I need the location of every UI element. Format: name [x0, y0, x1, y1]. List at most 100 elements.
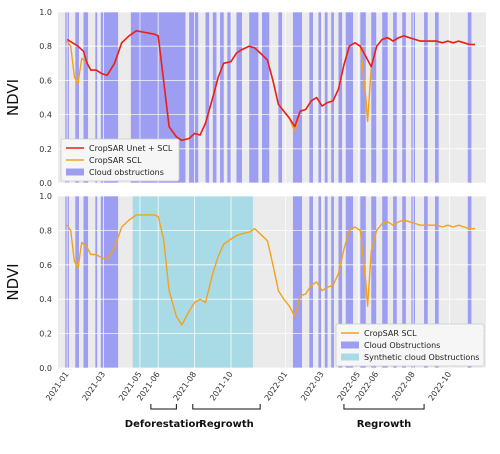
legend-patch-swatch: [66, 168, 84, 176]
cloud-band: [261, 12, 270, 183]
legend-label: Cloud obstructions: [89, 168, 164, 177]
cloud-band: [318, 12, 322, 183]
cloud-band: [345, 196, 354, 368]
series-line: [66, 30, 476, 142]
annotation-label: Regrowth: [199, 419, 254, 430]
bottom-y-tick-labels: 0.0 0.2 0.4 0.6 0.8 1.0: [39, 192, 52, 373]
cloud-band: [83, 12, 89, 183]
x-tick-label: 2021-08: [172, 370, 199, 403]
cloud-band: [393, 12, 397, 183]
cloud-band: [371, 12, 377, 183]
x-tick-label: 2022-03: [299, 370, 326, 403]
cloud-band: [309, 12, 313, 183]
annotation-bracket: [150, 404, 177, 410]
legend-label: CropSAR Unet + SCL: [89, 144, 173, 153]
cloud-band: [278, 12, 283, 183]
top-series-lines: [66, 30, 476, 142]
x-tick-label: 2022-08: [390, 370, 417, 403]
annotation-label: Deforestation: [125, 419, 203, 430]
cloud-band: [324, 196, 328, 368]
legend-patch-swatch: [341, 341, 359, 349]
series-line: [66, 214, 476, 326]
cloud-band: [371, 196, 377, 368]
x-tick-label: 2021-10: [208, 370, 235, 403]
cloud-band: [95, 12, 98, 183]
legend-label: Cloud Obstructions: [364, 341, 440, 350]
cloud-band: [402, 196, 406, 368]
cloud-band: [189, 12, 199, 183]
y-tick-label: 0.0: [39, 364, 52, 373]
cloud-band: [292, 12, 303, 183]
legend-label: CropSAR SCL: [364, 329, 417, 338]
bottom-chart-panel: 0.00.20.40.60.81.0 2021-01 2021-03 2021-05…: [4, 192, 486, 403]
synthetic-cloud-band: [132, 196, 253, 368]
annotation-bracket: [343, 404, 425, 410]
cloud-band: [345, 12, 354, 183]
cloud-band: [382, 12, 388, 183]
cloud-band: [212, 12, 217, 183]
cloud-band: [75, 196, 79, 368]
top-gridlines: [58, 11, 486, 184]
y-tick-label: 0.4: [39, 295, 52, 304]
y-tick-label: 0.6: [39, 76, 52, 85]
cloud-band: [95, 196, 98, 368]
y-tick-label: 1.0: [39, 8, 52, 17]
cloud-band: [100, 196, 119, 368]
annotation-label: Regrowth: [357, 419, 412, 430]
top-legend: CropSAR Unet + SCL CropSAR SCL Cloud obstr…: [60, 138, 180, 182]
y-tick-label: 0.6: [39, 261, 52, 270]
cloud-band: [467, 12, 472, 183]
y-tick-label: 0.8: [39, 42, 52, 51]
cloud-band: [338, 12, 343, 183]
cloud-band: [331, 12, 334, 183]
x-tick-label: 2022-01: [263, 370, 290, 403]
y-tick-label: 0.8: [39, 226, 52, 235]
cloud-band: [402, 12, 406, 183]
top-y-axis-label: NDVI: [4, 79, 22, 116]
annotation-bracket: [192, 404, 261, 410]
cloud-band: [205, 12, 210, 183]
cloud-band: [220, 12, 224, 183]
x-tick-label: 2022-10: [427, 370, 454, 403]
top-y-tick-labels: 0.0 0.2 0.4 0.6 0.8 1.0: [39, 8, 52, 188]
y-tick-label: 0.2: [39, 330, 52, 339]
cloud-band: [338, 196, 343, 368]
bottom-series-lines: [66, 214, 476, 326]
legend-label: Synthetic cloud Obstructions: [364, 353, 479, 362]
cloud-band: [292, 196, 303, 368]
legend-box: [60, 138, 180, 182]
cloud-band: [424, 196, 428, 368]
cloud-band: [393, 196, 397, 368]
y-tick-label: 0.2: [39, 145, 52, 154]
y-tick-label: 0.0: [39, 179, 52, 188]
bottom-y-axis-label: NDVI: [4, 263, 22, 300]
bottom-cloud-bands: [65, 196, 472, 368]
cloud-band: [435, 12, 439, 183]
cloud-band: [424, 12, 428, 183]
top-chart-panel: 0.0 0.2 0.4 0.6 0.8 1.0 NDVI CropSAR Unet + S…: [4, 8, 486, 188]
cloud-band: [435, 196, 439, 368]
cloud-band: [467, 196, 472, 368]
x-tick-label: 2021-01: [44, 370, 71, 403]
y-tick-label: 1.0: [39, 192, 52, 201]
y-tick-label: 0.4: [39, 111, 52, 120]
cloud-band: [309, 196, 313, 368]
cloud-band: [324, 12, 328, 183]
cloud-band: [318, 196, 322, 368]
cloud-band: [331, 196, 334, 368]
cloud-band: [360, 12, 366, 183]
bottom-legend: CropSAR SCL Cloud Obstructions Synthetic c…: [335, 323, 485, 367]
cloud-band: [360, 196, 366, 368]
legend-box: [335, 323, 485, 367]
cloud-band: [227, 12, 232, 183]
cloud-band: [249, 12, 259, 183]
x-tick-label: 2021-03: [81, 370, 108, 403]
legend-patch-swatch: [341, 353, 359, 361]
cloud-band: [83, 196, 89, 368]
cloud-band: [236, 12, 242, 183]
cloud-band: [75, 12, 79, 183]
legend-label: CropSAR SCL: [89, 156, 142, 165]
